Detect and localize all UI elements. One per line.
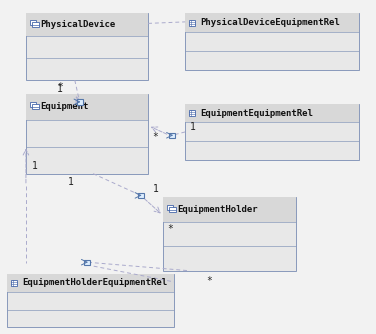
Text: Equipment: Equipment <box>41 103 89 111</box>
Text: *: * <box>206 276 212 286</box>
Bar <box>185 104 359 123</box>
Bar <box>163 197 296 221</box>
Bar <box>11 280 17 286</box>
Bar <box>8 274 174 292</box>
Text: PhysicalDeviceEquipmentRel: PhysicalDeviceEquipmentRel <box>200 18 340 27</box>
Text: PhysicalDevice: PhysicalDevice <box>41 20 116 29</box>
Bar <box>8 274 174 327</box>
Bar <box>30 20 36 25</box>
Text: 1: 1 <box>32 161 38 171</box>
Bar <box>26 13 148 80</box>
Bar <box>30 102 36 108</box>
Bar <box>77 99 83 105</box>
Text: *: * <box>167 224 173 234</box>
Bar <box>26 94 148 120</box>
Bar <box>185 104 359 160</box>
Text: 1: 1 <box>57 84 63 94</box>
Text: 1: 1 <box>68 177 74 187</box>
Bar <box>138 193 144 198</box>
Bar <box>32 104 38 110</box>
Text: EquipmentEquipmentRel: EquipmentEquipmentRel <box>200 109 313 118</box>
Bar <box>167 204 173 210</box>
Bar <box>185 13 359 32</box>
Bar <box>26 13 148 36</box>
Text: EquipmentHolderEquipmentRel: EquipmentHolderEquipmentRel <box>22 278 167 287</box>
Bar <box>169 133 175 138</box>
Bar <box>169 206 176 212</box>
Bar <box>84 260 90 265</box>
Bar <box>163 197 296 271</box>
Text: 1: 1 <box>153 184 158 194</box>
Text: *: * <box>57 82 63 92</box>
Text: 1: 1 <box>190 122 196 132</box>
Text: *: * <box>153 132 158 142</box>
Text: EquipmentHolder: EquipmentHolder <box>178 205 258 214</box>
Bar <box>189 20 195 26</box>
Bar <box>189 110 195 116</box>
Bar <box>32 22 38 27</box>
Bar <box>26 94 148 174</box>
Bar <box>185 13 359 70</box>
